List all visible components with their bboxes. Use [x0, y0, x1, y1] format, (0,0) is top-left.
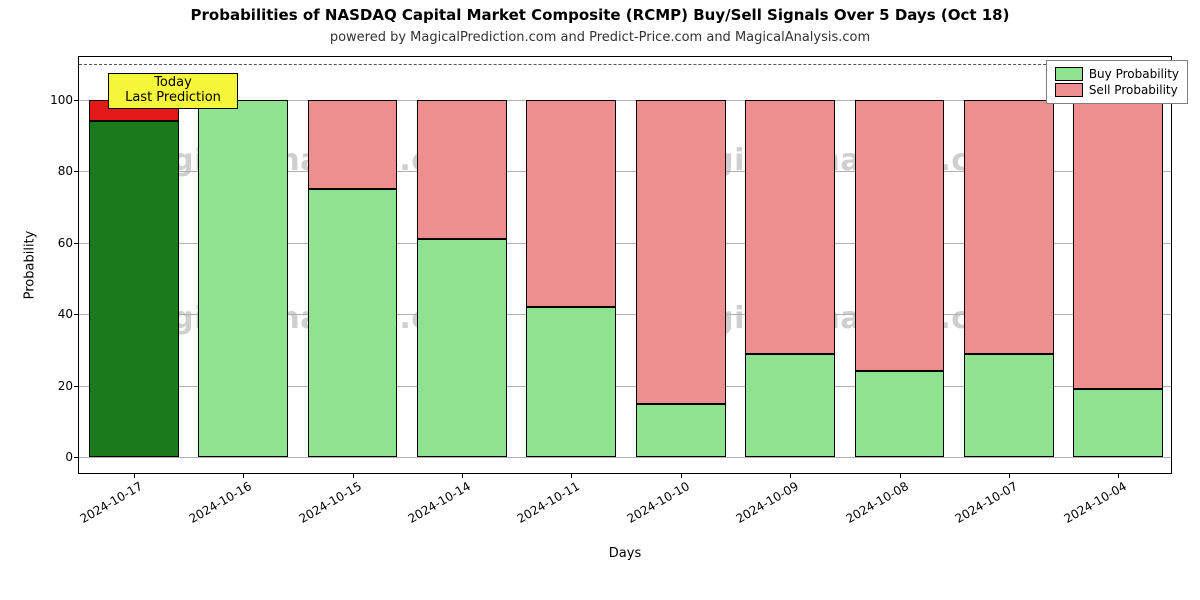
- x-tick-label: 2024-10-11: [515, 479, 582, 526]
- x-tick-mark: [681, 473, 682, 478]
- y-axis-label: Probability: [23, 231, 38, 300]
- bar-buy: [198, 100, 288, 457]
- x-tick-mark: [462, 473, 463, 478]
- bar-buy: [636, 404, 726, 458]
- x-tick-mark: [571, 473, 572, 478]
- x-tick-label: 2024-10-09: [734, 479, 801, 526]
- x-tick-label: 2024-10-08: [843, 479, 910, 526]
- legend-label: Buy Probability: [1089, 67, 1179, 81]
- y-tick-label: 0: [65, 450, 73, 464]
- y-tick-label: 80: [58, 164, 73, 178]
- y-tick-mark: [74, 314, 79, 315]
- x-tick-label: 2024-10-16: [187, 479, 254, 526]
- bar-sell: [636, 100, 726, 404]
- legend-item: Buy Probability: [1055, 67, 1179, 81]
- plot-area: MagicalAnalysis.comMagicalAnalysis.comMa…: [78, 56, 1172, 474]
- y-tick-label: 20: [58, 379, 73, 393]
- bar-sell: [964, 100, 1054, 354]
- today-annotation: Today Last Prediction: [108, 73, 238, 109]
- bar-buy: [526, 307, 616, 457]
- y-gridline: [79, 457, 1171, 458]
- y-tick-mark: [74, 457, 79, 458]
- y-tick-mark: [74, 243, 79, 244]
- bar-buy: [1073, 389, 1163, 457]
- x-tick-label: 2024-10-14: [405, 479, 472, 526]
- x-tick-mark: [353, 473, 354, 478]
- x-tick-label: 2024-10-17: [77, 479, 144, 526]
- x-tick-label: 2024-10-15: [296, 479, 363, 526]
- x-tick-mark: [134, 473, 135, 478]
- bar-buy: [745, 354, 835, 458]
- annotation-line-2: Last Prediction: [117, 91, 229, 106]
- reference-line: [79, 64, 1171, 65]
- x-tick-mark: [1118, 473, 1119, 478]
- legend-item: Sell Probability: [1055, 83, 1179, 97]
- y-tick-label: 60: [58, 236, 73, 250]
- bar-buy: [964, 354, 1054, 458]
- bar-sell: [1073, 100, 1163, 389]
- bar-buy: [308, 189, 398, 457]
- y-tick-label: 100: [50, 93, 73, 107]
- bar-sell: [745, 100, 835, 354]
- x-tick-mark: [790, 473, 791, 478]
- x-tick-mark: [1009, 473, 1010, 478]
- x-tick-mark: [900, 473, 901, 478]
- chart-figure: Probabilities of NASDAQ Capital Market C…: [0, 0, 1200, 600]
- y-tick-mark: [74, 100, 79, 101]
- y-tick-label: 40: [58, 307, 73, 321]
- y-tick-mark: [74, 386, 79, 387]
- y-tick-mark: [74, 171, 79, 172]
- chart-subtitle: powered by MagicalPrediction.com and Pre…: [0, 30, 1200, 45]
- x-tick-label: 2024-10-10: [624, 479, 691, 526]
- x-tick-label: 2024-10-07: [952, 479, 1019, 526]
- legend: Buy Probability Sell Probability: [1046, 60, 1188, 104]
- legend-patch: [1055, 67, 1083, 81]
- bar-sell: [308, 100, 398, 189]
- chart-title: Probabilities of NASDAQ Capital Market C…: [0, 6, 1200, 24]
- annotation-line-1: Today: [117, 76, 229, 91]
- x-tick-label: 2024-10-04: [1062, 479, 1129, 526]
- bar-sell: [855, 100, 945, 372]
- bar-buy: [417, 239, 507, 457]
- legend-patch: [1055, 83, 1083, 97]
- legend-label: Sell Probability: [1089, 83, 1178, 97]
- bar-sell: [417, 100, 507, 239]
- bar-sell: [526, 100, 616, 307]
- x-axis-label: Days: [609, 546, 641, 561]
- x-tick-mark: [243, 473, 244, 478]
- bar-buy: [855, 371, 945, 457]
- bar-buy: [89, 121, 179, 457]
